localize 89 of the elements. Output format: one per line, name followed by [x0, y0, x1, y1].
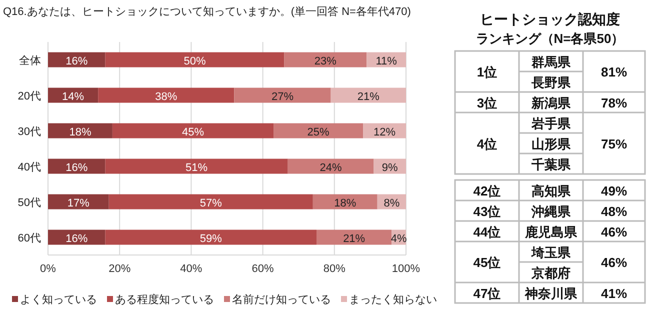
bar [316, 230, 392, 245]
text: 75% [600, 136, 628, 152]
text: 45位 [473, 255, 501, 270]
bar [108, 194, 313, 210]
category-label: 山形県 [532, 136, 572, 152]
data-label: 59% [200, 232, 222, 245]
text: 48% [600, 204, 628, 219]
category-label: 新潟県 [530, 95, 572, 110]
bar [98, 88, 234, 103]
bar [288, 158, 374, 174]
text: 42位 [473, 183, 501, 198]
data-label: 14% [62, 90, 84, 103]
text: ランキング（N=各県50） [476, 31, 624, 46]
text: 49% [600, 183, 628, 198]
y-tick-label: 全体 [19, 54, 41, 67]
data-label: 12% [374, 126, 396, 138]
text: 81% [600, 64, 628, 80]
category-label: 神奈川県 [524, 286, 578, 301]
data-label: 38% [155, 90, 178, 103]
data-label: 8% [384, 197, 400, 210]
data-label: 51% [186, 162, 208, 174]
bar [330, 88, 406, 103]
text: 46% [600, 224, 628, 240]
text: 78% [600, 95, 628, 110]
category-label: 京都府 [530, 265, 570, 280]
text: 3位 [476, 95, 498, 110]
category-label: 群馬県 [530, 54, 572, 70]
bar [274, 123, 364, 138]
bar [48, 194, 109, 210]
bar [105, 230, 316, 245]
legend-label: よく知っている [20, 294, 97, 306]
bar [312, 194, 378, 210]
bar [48, 158, 106, 174]
data-label: 16% [66, 55, 88, 68]
legend-label: まったく知らない [349, 294, 437, 306]
data-label: 16% [66, 162, 88, 174]
data-label: 23% [314, 55, 337, 68]
data-label: 11% [376, 55, 398, 68]
category-label: 鹿児島県 [524, 224, 578, 240]
y-tick-label: 40代 [18, 161, 41, 174]
data-label: 4% [390, 232, 408, 245]
bar [105, 52, 284, 68]
text: 43位 [473, 204, 501, 219]
data-label: 27% [271, 90, 294, 103]
bar [48, 230, 106, 245]
data-label: 17% [67, 197, 90, 210]
bar [48, 52, 106, 68]
data-label: 21% [357, 90, 380, 103]
text: 4位 [476, 136, 498, 152]
bar [284, 52, 367, 68]
legend-label: ある程度知っている [115, 293, 214, 306]
chart-title: Q16.あなたは、ヒートショックについて知っていますか。(単一回答 N=各年代470) [3, 6, 411, 18]
category-label: 沖縄県 [530, 204, 572, 219]
text: 46% [600, 255, 628, 270]
x-tick-label: 80% [323, 263, 346, 275]
legend-label: 名前だけ知っている [232, 294, 331, 306]
bar [48, 123, 112, 138]
x-tick-label: 20% [108, 263, 131, 275]
data-label: 57% [200, 197, 222, 210]
category-label: 長野県 [530, 74, 572, 90]
data-label: 45% [182, 126, 204, 138]
y-tick-label: 20代 [18, 90, 41, 102]
text: 47位 [473, 286, 501, 301]
x-tick-label: 60% [252, 263, 274, 275]
bar [112, 123, 274, 138]
y-tick-label: 50代 [18, 196, 41, 209]
y-tick-label: 30代 [18, 126, 41, 138]
x-tick-label: 100% [392, 263, 420, 275]
y-tick-label: 60代 [18, 232, 41, 244]
category-label: 埼玉県 [530, 244, 572, 260]
x-tick-label: 40% [180, 263, 202, 275]
text: 41% [600, 286, 628, 301]
category-label: 高知県 [532, 183, 572, 198]
x-tick-label: 0% [40, 263, 56, 275]
category-label: 岩手県 [530, 116, 572, 131]
data-label: 25% [307, 126, 330, 138]
bar [234, 88, 331, 103]
text: ヒートショック認知度 [480, 11, 620, 27]
data-label: 50% [184, 55, 206, 68]
bar [105, 158, 288, 174]
data-label: 18% [334, 197, 356, 210]
text: 44位 [473, 224, 501, 240]
data-label: 18% [69, 126, 92, 138]
category-label: 千葉県 [530, 156, 572, 172]
data-label: 16% [66, 232, 88, 245]
data-label: 24% [320, 162, 342, 174]
data-label: 9% [382, 162, 398, 174]
data-label: 21% [343, 232, 366, 245]
text: 1位 [476, 64, 498, 80]
